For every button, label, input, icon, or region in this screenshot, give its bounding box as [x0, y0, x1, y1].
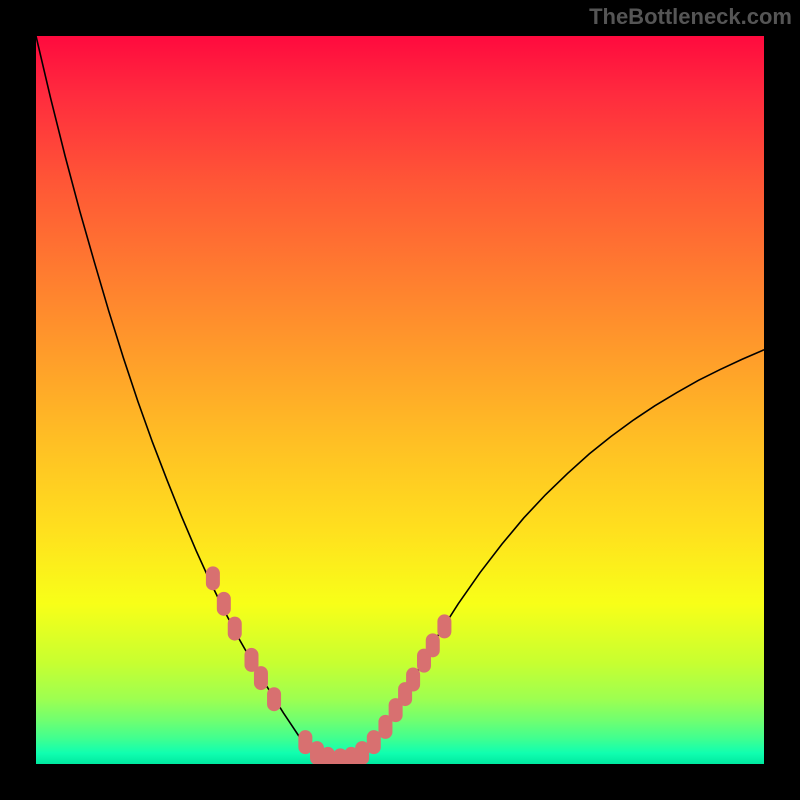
data-marker [367, 730, 381, 754]
data-marker [321, 747, 335, 764]
data-marker [437, 614, 451, 638]
watermark-text: TheBottleneck.com [589, 4, 792, 30]
bottleneck-curve [36, 36, 764, 763]
chart-plot-area [36, 36, 764, 764]
data-marker [406, 668, 420, 692]
data-marker [217, 592, 231, 616]
data-marker [228, 617, 242, 641]
data-marker [206, 566, 220, 590]
data-markers [206, 566, 452, 764]
chart-svg [36, 36, 764, 764]
data-marker [426, 633, 440, 657]
data-marker [267, 687, 281, 711]
data-marker [254, 666, 268, 690]
